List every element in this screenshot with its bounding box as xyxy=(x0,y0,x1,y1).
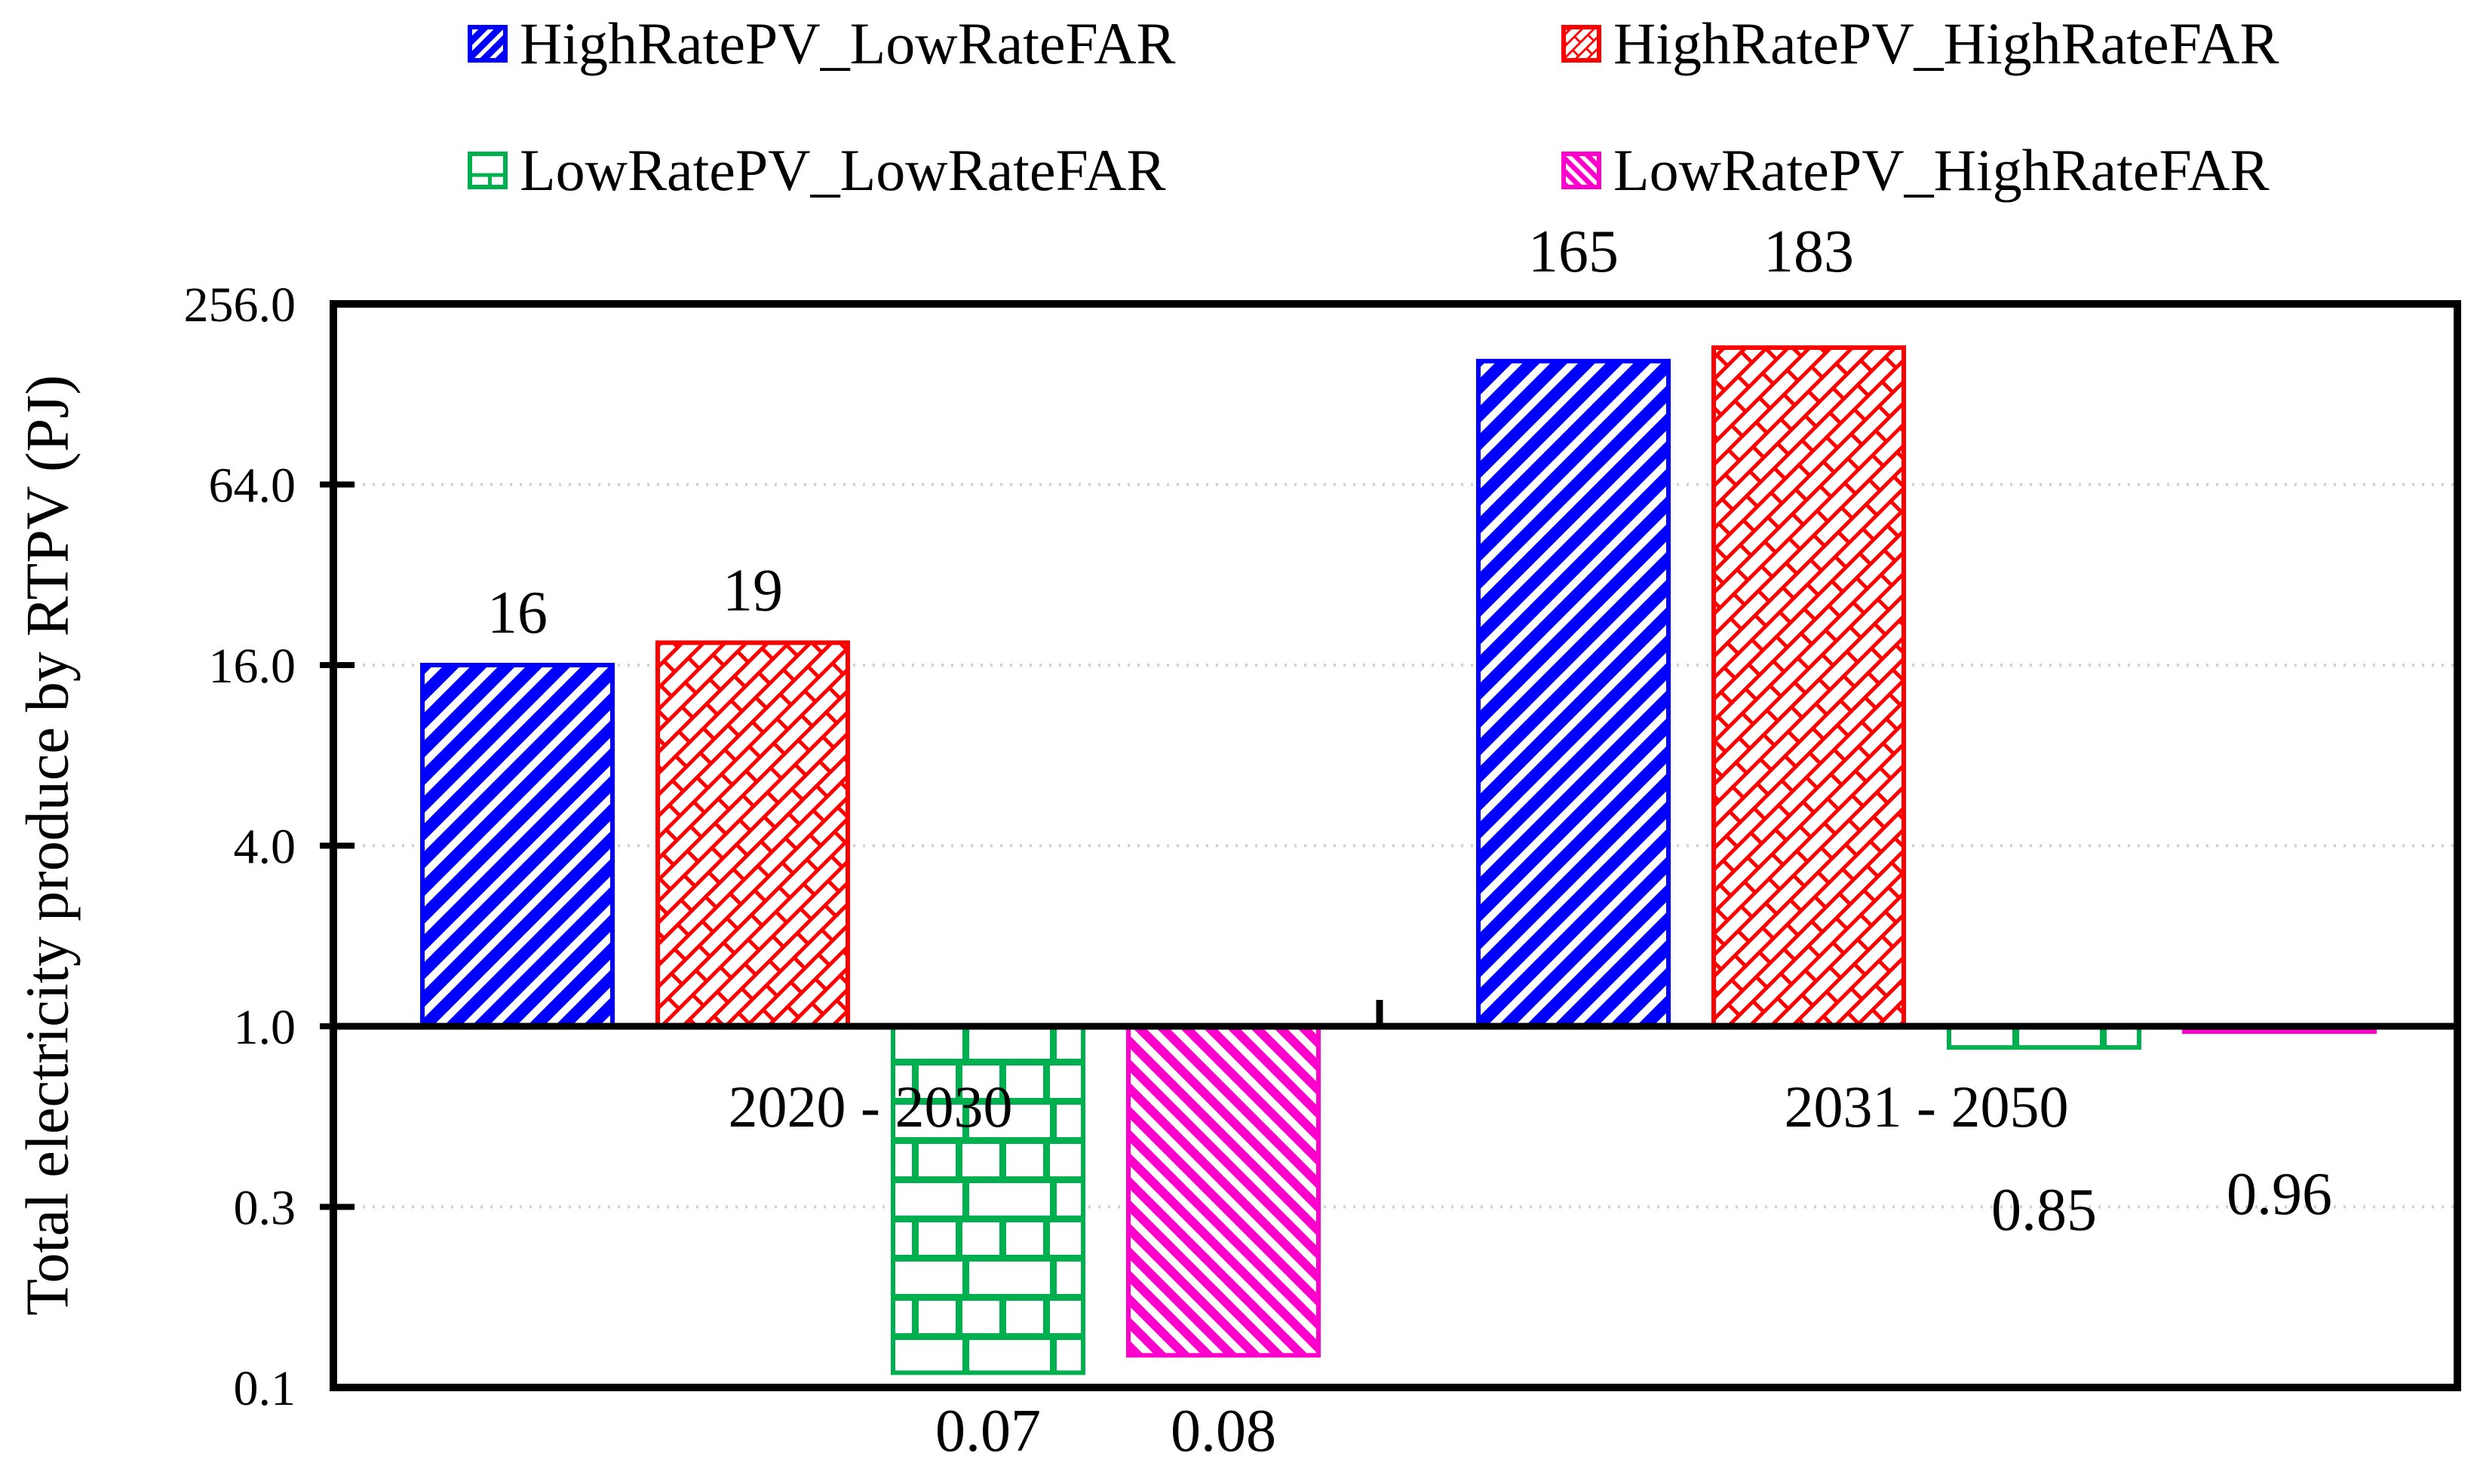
bar xyxy=(891,1024,1085,1375)
y-tick-label: 256.0 xyxy=(184,277,296,333)
bar xyxy=(655,640,850,1029)
bar xyxy=(1476,358,1671,1029)
legend-item: LowRatePV_HighRateFAR xyxy=(1561,141,2270,200)
data-label: 183 xyxy=(1763,219,1854,285)
y-tick-label: 64.0 xyxy=(209,458,296,514)
data-label: 16 xyxy=(487,580,548,646)
data-label: 0.07 xyxy=(935,1398,1041,1464)
legend-marker-icon xyxy=(1561,25,1601,63)
data-label: 0.96 xyxy=(2227,1161,2332,1228)
legend-item-label: HighRatePV_HighRateFAR xyxy=(1613,11,2279,76)
y-tick-label: 0.1 xyxy=(234,1361,296,1416)
data-label: 0.08 xyxy=(1171,1398,1276,1464)
legend-marker-icon xyxy=(468,152,508,189)
legend-item: HighRatePV_LowRateFAR xyxy=(468,14,1176,73)
data-label: 165 xyxy=(1528,219,1619,285)
category-label: 2031 - 2050 xyxy=(1785,1074,2069,1139)
data-label: 0.85 xyxy=(1991,1177,2097,1243)
y-tick-label: 16.0 xyxy=(209,639,296,694)
legend-item-label: LowRatePV_HighRateFAR xyxy=(1613,137,2270,203)
plot-border xyxy=(330,300,2461,1391)
legend-item: LowRatePV_LowRateFAR xyxy=(468,141,1165,200)
y-tick-label: 0.3 xyxy=(234,1181,296,1236)
bar xyxy=(1711,345,1906,1029)
legend-marker-icon xyxy=(1561,152,1601,189)
bar xyxy=(420,663,615,1029)
legend-item-label: HighRatePV_LowRateFAR xyxy=(520,11,1176,76)
data-label: 19 xyxy=(723,557,783,624)
y-tick-label: 1.0 xyxy=(234,1000,296,1055)
legend-marker-icon xyxy=(468,25,508,63)
legend-item: HighRatePV_HighRateFAR xyxy=(1561,14,2279,73)
bar xyxy=(1126,1024,1321,1358)
legend: HighRatePV_LowRateFAR HighRatePV_HighRate… xyxy=(0,0,2477,241)
y-tick-label: 4.0 xyxy=(234,820,296,875)
category-label: 2020 - 2030 xyxy=(729,1074,1013,1139)
legend-item-label: LowRatePV_LowRateFAR xyxy=(520,137,1166,203)
